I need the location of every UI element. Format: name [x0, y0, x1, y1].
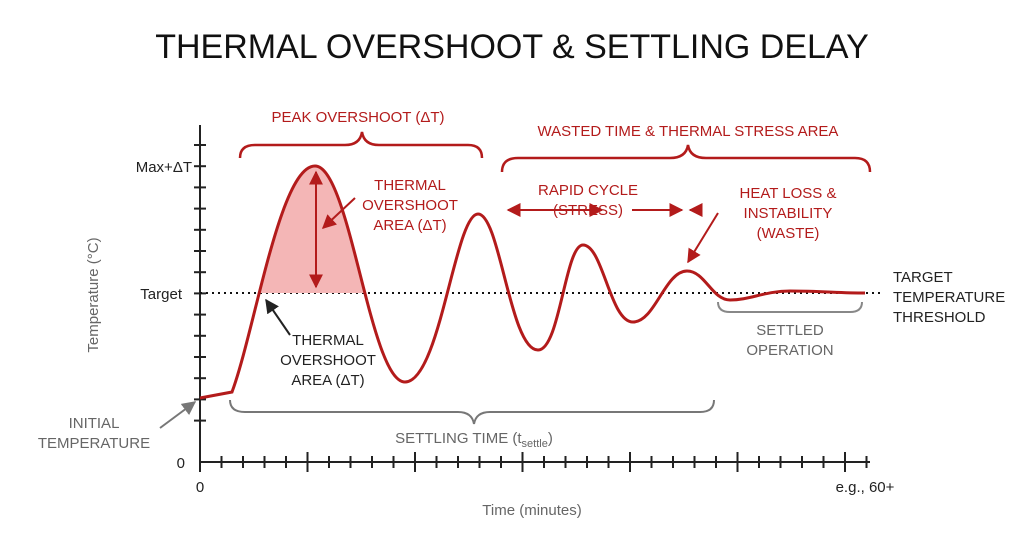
brace	[238, 131, 484, 159]
bracket	[717, 301, 863, 313]
annotation: TARGET TEMPERATURE THRESHOLD	[893, 269, 1005, 326]
annotation: RAPID CYCLE (STRESS)	[538, 182, 638, 219]
brace	[500, 144, 872, 173]
x-end: e.g., 60+	[836, 479, 895, 496]
arrow	[265, 298, 291, 336]
brace	[229, 399, 715, 425]
y-label: Temperature (°C)	[85, 237, 102, 352]
annotation: SETTLED OPERATION	[746, 322, 833, 359]
y-tick: 0	[177, 455, 185, 472]
annotation: WASTED TIME & THERMAL STRESS AREA	[538, 123, 839, 140]
axes	[194, 125, 870, 472]
annotation: SETTLING TIME (tsettle)	[395, 430, 553, 450]
annotation: THERMAL OVERSHOOT AREA (ΔT)	[362, 177, 458, 234]
x-start: 0	[196, 479, 204, 496]
x-label: Time (minutes)	[482, 502, 581, 519]
arrow	[687, 212, 719, 264]
y-tick: Max+ΔT	[136, 159, 192, 176]
annotation: INITIAL TEMPERATURE	[38, 415, 150, 452]
temperature-curve	[199, 164, 866, 400]
annotation: HEAT LOSS & INSTABILITY (WASTE)	[740, 185, 837, 242]
arrow	[321, 197, 356, 229]
y-tick: Target	[140, 286, 183, 303]
annotation: PEAK OVERSHOOT (ΔT)	[271, 109, 444, 126]
annotation: THERMAL OVERSHOOT AREA (ΔT)	[280, 332, 376, 389]
arrow	[159, 401, 197, 429]
title: THERMAL OVERSHOOT & SETTLING DELAY	[155, 28, 869, 66]
